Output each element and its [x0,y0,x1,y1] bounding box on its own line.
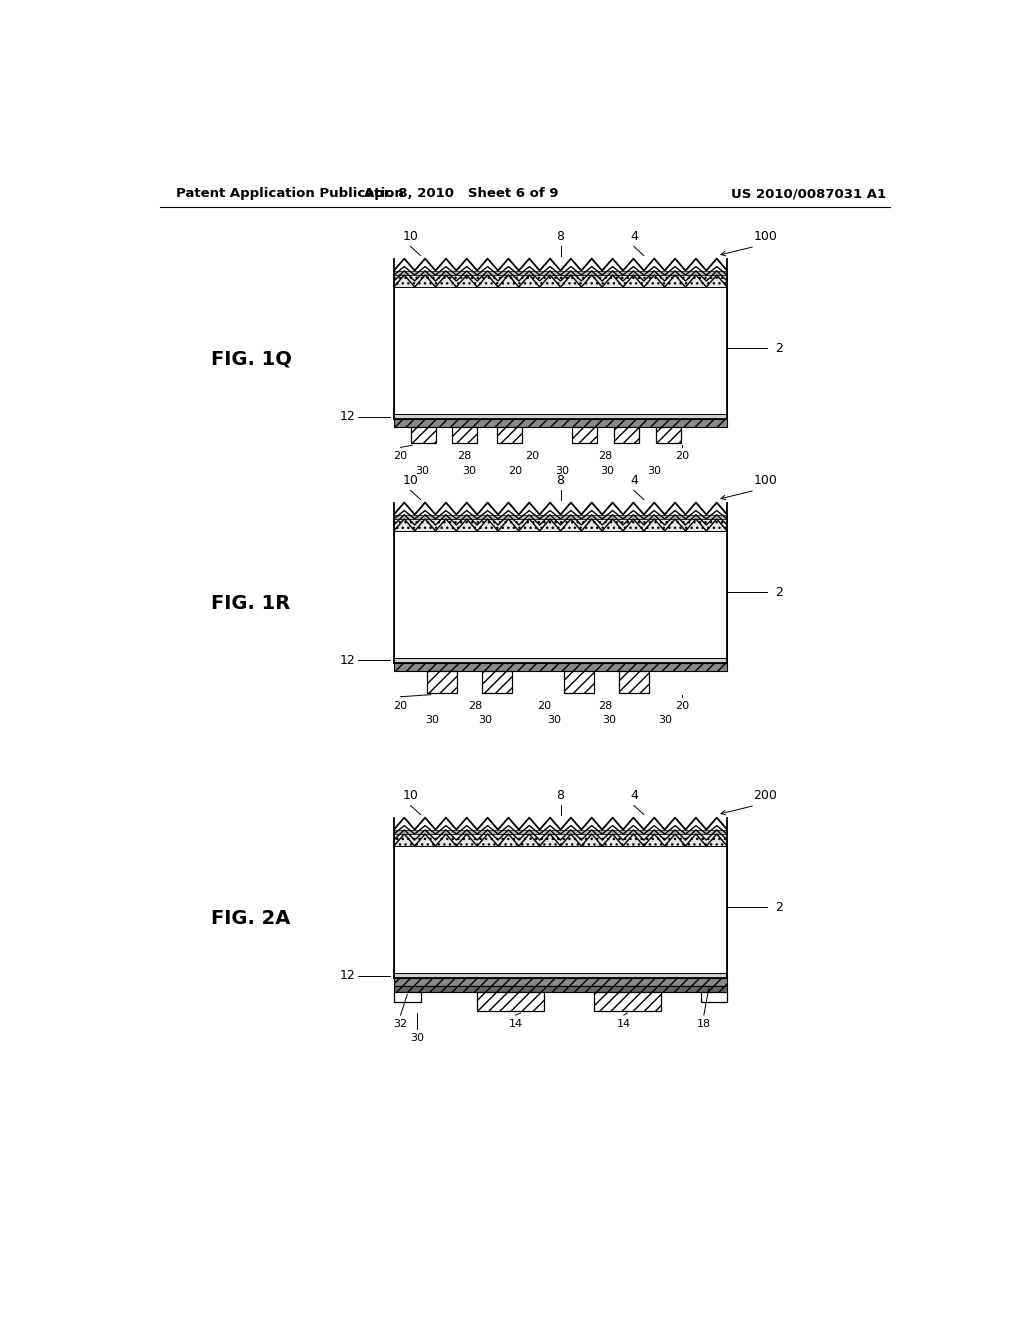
Text: 12: 12 [340,653,355,667]
Text: 30: 30 [462,466,476,475]
Text: FIG. 2A: FIG. 2A [211,908,291,928]
Bar [394,413,727,420]
Text: 12: 12 [340,969,355,982]
Text: 2: 2 [775,900,782,913]
Text: 30: 30 [602,715,615,725]
Bar [700,993,727,1002]
Text: 14: 14 [616,1019,631,1030]
Text: 30: 30 [555,466,569,475]
Bar [394,531,727,657]
Bar [572,426,597,444]
Text: 12: 12 [340,411,355,422]
Text: 20: 20 [393,451,408,462]
Text: 10: 10 [402,230,419,243]
Bar [394,830,727,834]
Bar [394,271,727,275]
Bar [394,286,727,413]
Text: 30: 30 [647,466,660,475]
Text: 20: 20 [675,701,689,711]
Bar [394,663,727,671]
Bar [394,834,727,846]
Bar [394,973,727,978]
Bar [427,671,457,693]
Text: 20: 20 [537,701,551,711]
Text: 4: 4 [630,230,638,243]
Text: 2: 2 [775,342,782,355]
Text: Apr. 8, 2010   Sheet 6 of 9: Apr. 8, 2010 Sheet 6 of 9 [365,187,558,201]
Text: 28: 28 [468,701,482,711]
Bar [394,993,421,1002]
Text: 30: 30 [415,466,429,475]
Text: 200: 200 [754,789,777,801]
Text: 10: 10 [402,789,419,801]
Bar [613,426,639,444]
Bar [394,986,727,993]
Bar [394,519,727,531]
Bar [394,834,727,846]
Text: 30: 30 [478,715,493,725]
Text: 4: 4 [630,789,638,801]
Bar [477,993,544,1011]
Bar [564,671,594,693]
Text: 8: 8 [556,789,564,801]
Text: 30: 30 [600,466,614,475]
Text: 28: 28 [457,451,471,462]
Text: 28: 28 [598,701,612,711]
Text: 10: 10 [402,474,419,487]
Bar [618,671,649,693]
Bar [394,519,727,531]
Text: 30: 30 [547,715,561,725]
Text: 20: 20 [393,701,408,711]
Text: 2: 2 [775,586,782,599]
Text: 8: 8 [556,474,564,487]
Text: 14: 14 [509,1019,522,1030]
Bar [394,420,727,426]
Bar [498,426,522,444]
Bar [394,515,727,519]
Text: 28: 28 [598,451,612,462]
Bar [394,275,727,286]
Text: FIG. 1R: FIG. 1R [211,594,291,612]
Text: 100: 100 [754,230,777,243]
Text: 20: 20 [509,466,522,475]
Text: 20: 20 [525,451,540,462]
Bar [655,426,681,444]
Text: 20: 20 [675,451,689,462]
Text: US 2010/0087031 A1: US 2010/0087031 A1 [731,187,886,201]
Text: FIG. 1Q: FIG. 1Q [211,350,292,368]
Text: 4: 4 [630,474,638,487]
Text: 32: 32 [393,1019,408,1030]
Text: 30: 30 [411,1034,424,1044]
Bar [394,978,727,986]
Bar [453,426,477,444]
Text: 18: 18 [696,1019,711,1030]
Text: 100: 100 [754,474,777,487]
Bar [394,846,727,973]
Bar [394,275,727,286]
Text: 8: 8 [556,230,564,243]
Bar [394,657,727,663]
Text: Patent Application Publication: Patent Application Publication [176,187,403,201]
Bar [594,993,660,1011]
Text: 30: 30 [658,715,673,725]
Bar [482,671,512,693]
Text: 30: 30 [425,715,439,725]
Bar [411,426,435,444]
